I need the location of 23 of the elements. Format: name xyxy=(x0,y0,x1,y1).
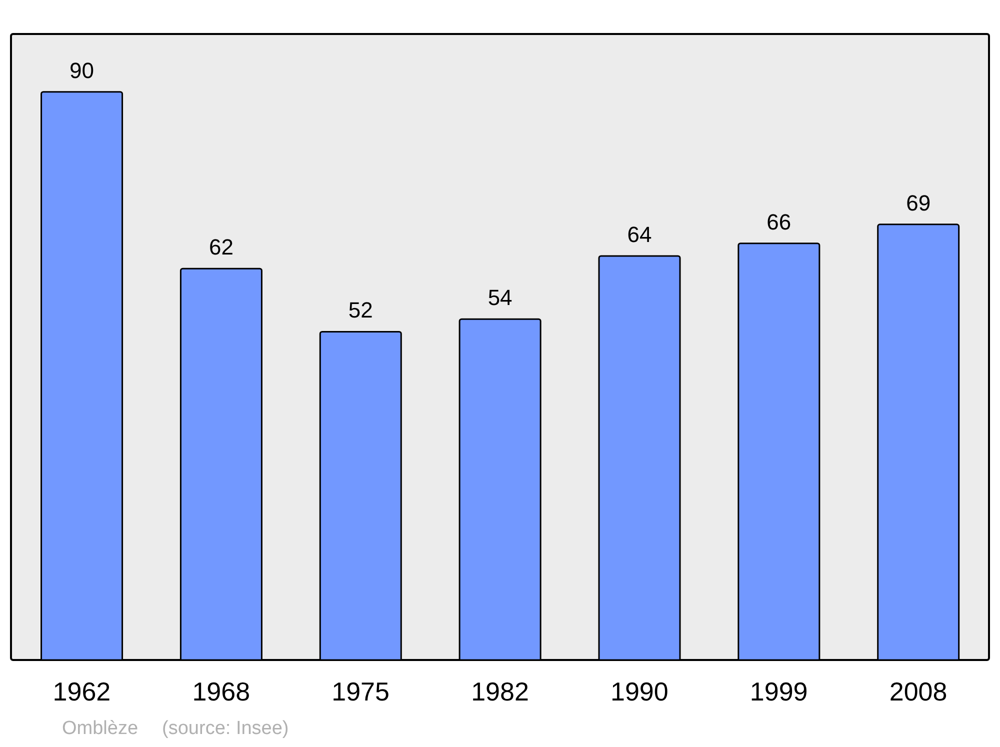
text: Omblèze xyxy=(62,718,138,739)
data-label: 64 xyxy=(627,222,652,247)
x-tick-label: 1982 xyxy=(471,676,529,706)
x-tick-label: 1990 xyxy=(610,676,668,706)
x-tick-label: 1968 xyxy=(192,676,250,706)
data-label: 69 xyxy=(906,190,931,216)
bar xyxy=(877,224,960,660)
x-tick-label: 1975 xyxy=(332,676,390,706)
x-tick-label: 1962 xyxy=(52,676,111,706)
text: (source: Insee) xyxy=(162,718,289,739)
data-label: 62 xyxy=(208,234,234,260)
bar xyxy=(458,318,542,660)
x-tick-label: 1999 xyxy=(750,676,808,706)
data-label: 66 xyxy=(766,209,792,234)
bar xyxy=(738,242,820,660)
bar xyxy=(598,255,681,660)
x-tick-label: 2008 xyxy=(889,676,948,706)
data-label: 90 xyxy=(70,58,94,83)
data-label: 52 xyxy=(348,298,373,323)
bar xyxy=(40,91,124,660)
bar xyxy=(319,330,402,660)
data-label: 54 xyxy=(488,285,512,310)
bar xyxy=(180,268,262,660)
